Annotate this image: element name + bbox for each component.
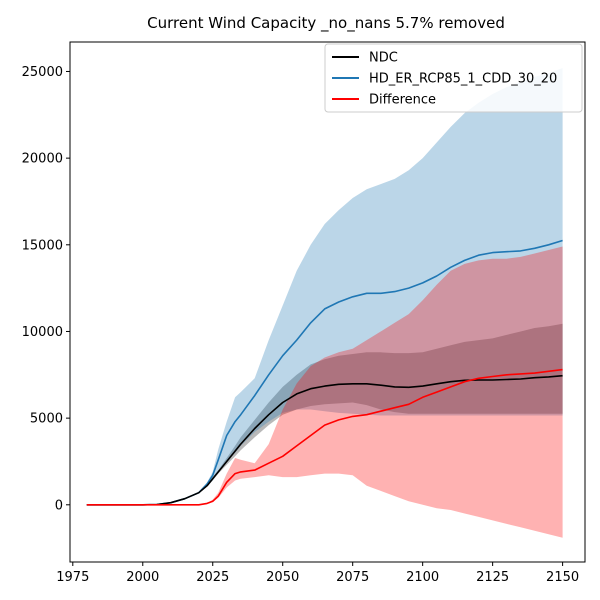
x-tick-label: 1975 (56, 570, 89, 585)
x-tick-label: 2125 (476, 570, 509, 585)
x-tick-label: 2025 (196, 570, 229, 585)
x-tick-label: 2000 (126, 570, 159, 585)
x-tick-label: 2050 (266, 570, 299, 585)
legend-box (324, 43, 583, 113)
legend-label-ndc: NDC (369, 51, 398, 66)
y-tick-label: 20000 (22, 152, 63, 167)
confidence-bands (86, 68, 563, 538)
y-tick-label: 10000 (22, 325, 63, 340)
line-hd-er-rcp85-1-cdd-30-20 (86, 239, 563, 506)
band-ndc (86, 323, 563, 505)
y-tick-label: 15000 (22, 238, 63, 253)
legend: NDC HD_ER_RCP85_1_CDD_30_20 Difference (324, 43, 583, 113)
chart-title: Current Wind Capacity _no_nans 5.7% remo… (147, 14, 505, 33)
plot-frame (69, 41, 586, 563)
legend-label-difference: Difference (369, 93, 436, 108)
line-ndc (86, 374, 563, 506)
x-tick-label: 2150 (546, 570, 579, 585)
band-difference (86, 246, 563, 538)
y-tick-label: 0 (55, 498, 63, 513)
y-tick-label: 5000 (30, 412, 63, 427)
band-hd-er-rcp85-1-cdd-30-20 (86, 68, 563, 505)
y-axis: 0 5000 10000 15000 20000 25000 (22, 65, 70, 513)
x-axis: 1975 2000 2025 2050 2075 2100 2125 2150 (56, 562, 579, 585)
x-tick-label: 2075 (336, 570, 369, 585)
y-tick-label: 25000 (22, 65, 63, 80)
legend-label-hd-er-rcp85-1-cdd-30-20: HD_ER_RCP85_1_CDD_30_20 (369, 72, 557, 87)
series-lines (86, 239, 563, 506)
line-difference (86, 368, 563, 506)
x-tick-label: 2100 (406, 570, 439, 585)
